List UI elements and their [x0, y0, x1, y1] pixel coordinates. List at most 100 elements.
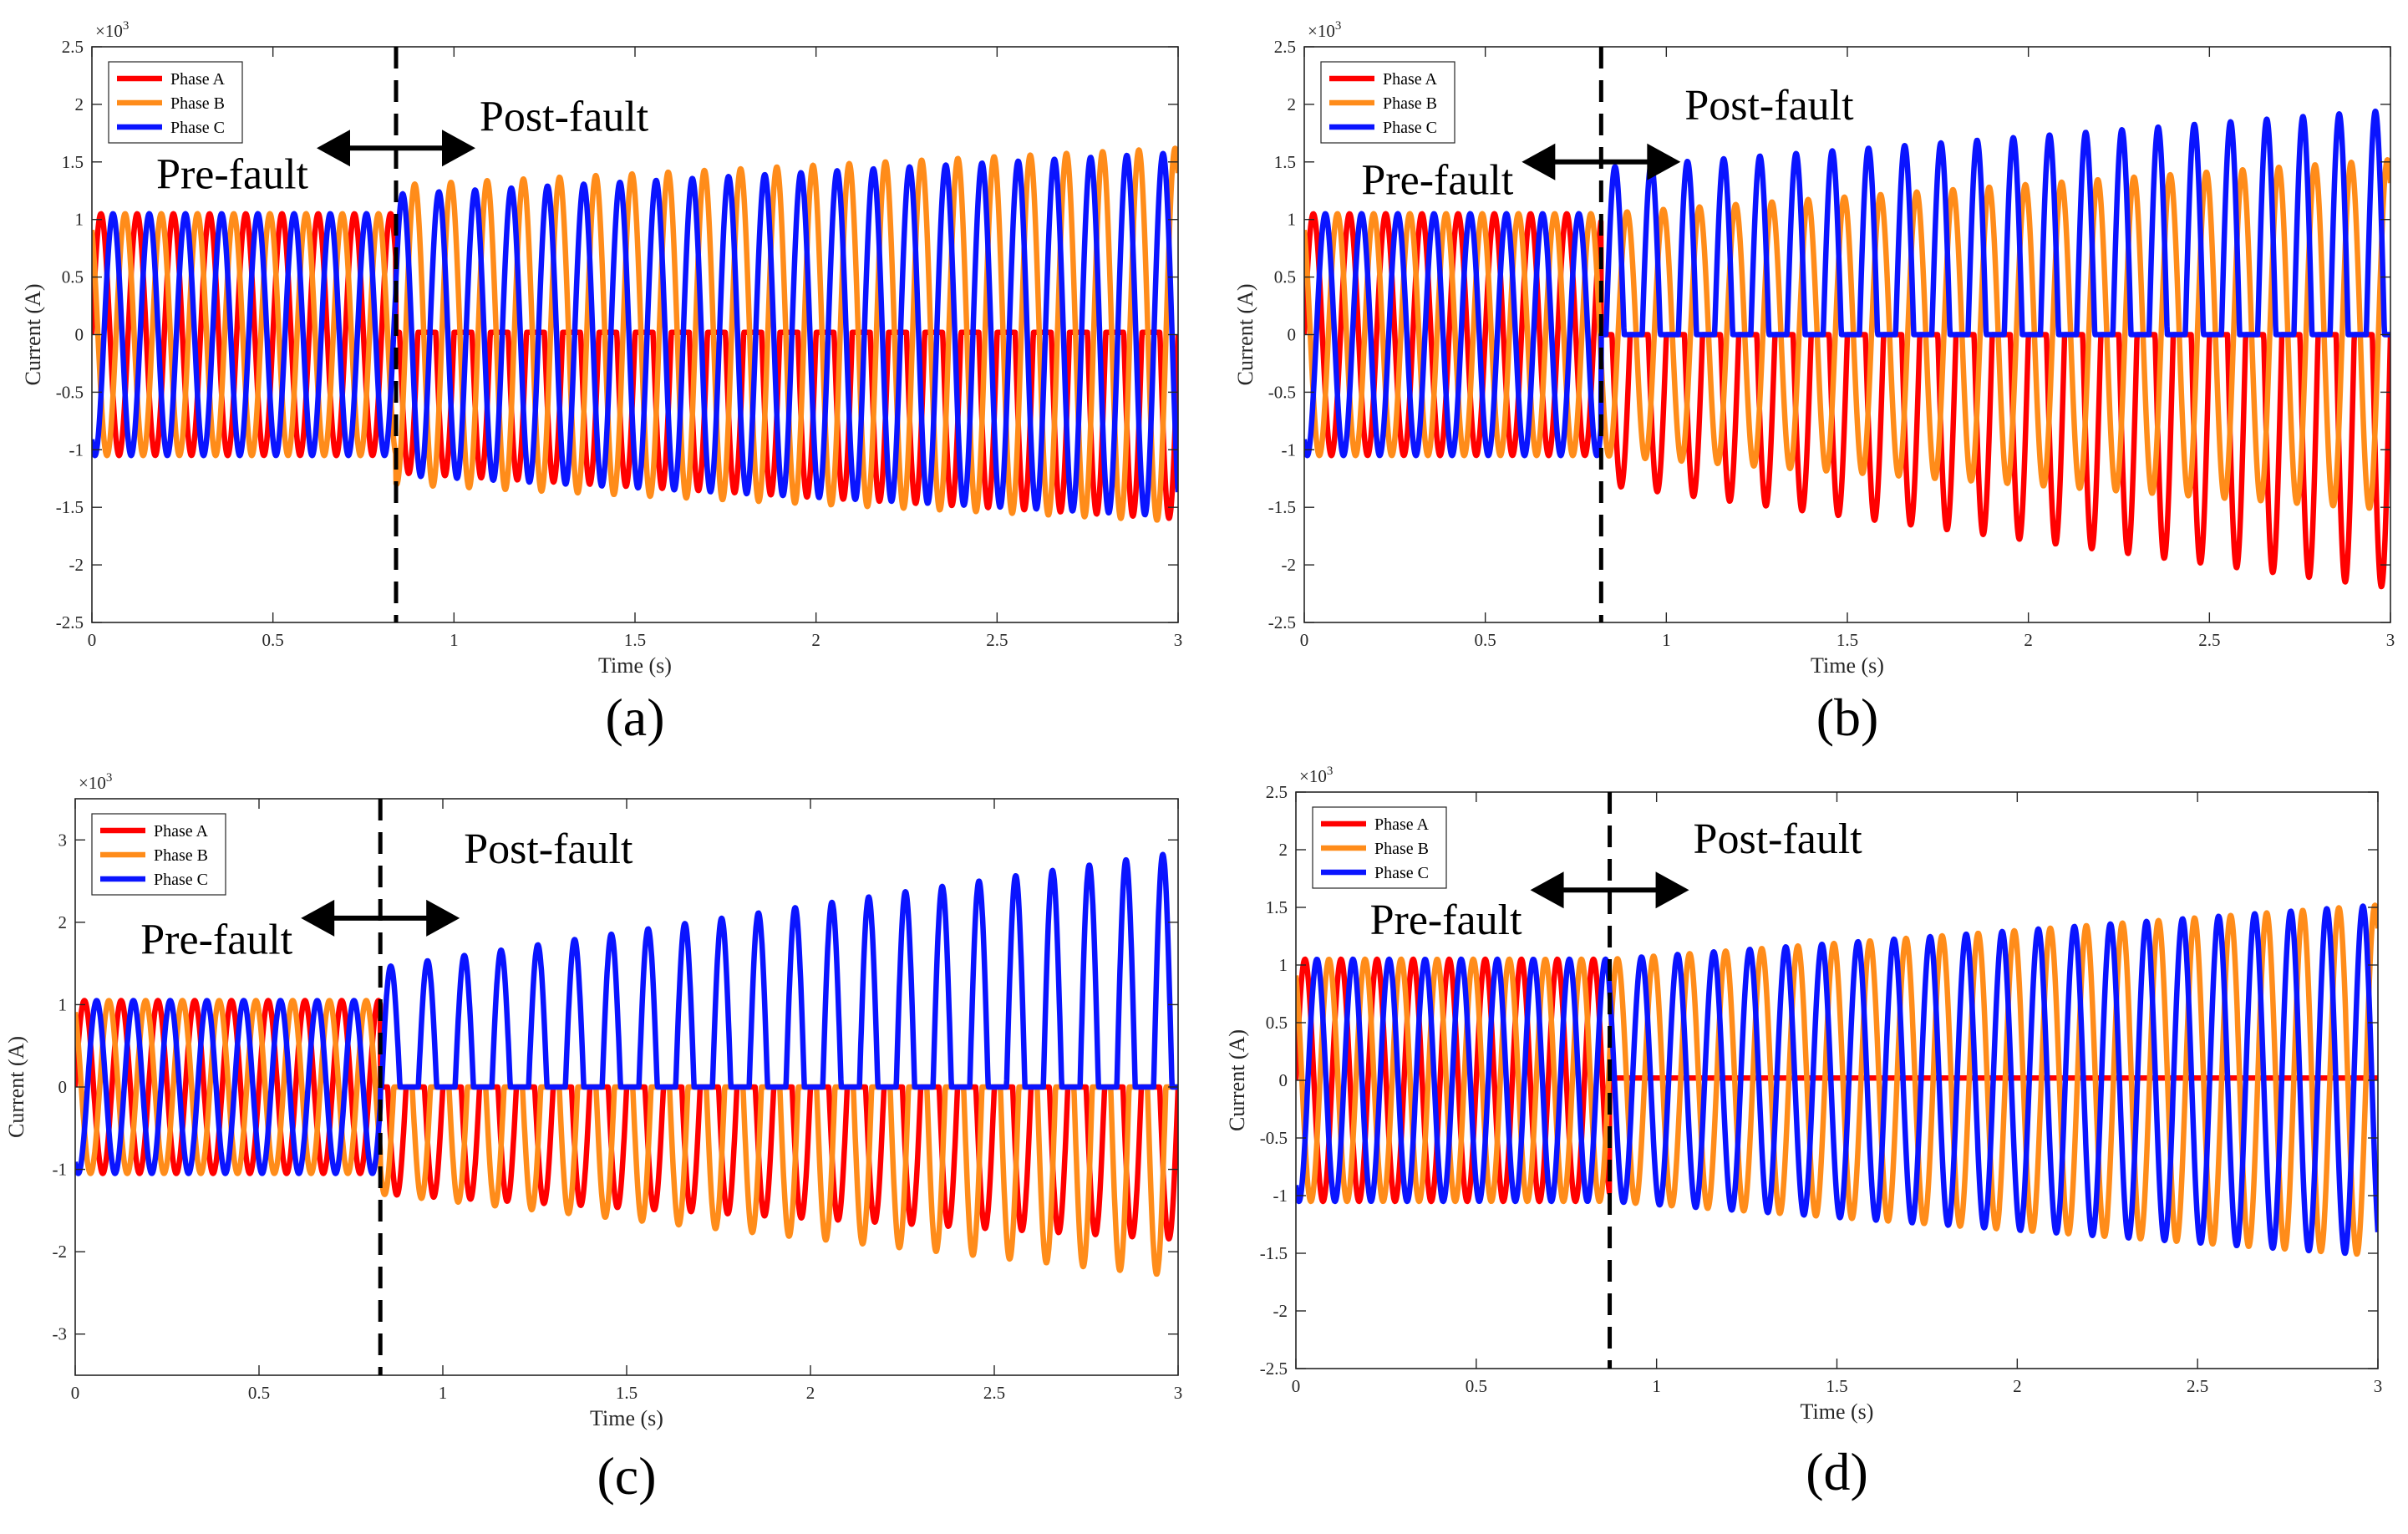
post-fault-label: Post-fault [1684, 82, 1854, 130]
chart-panel-d: 0 0.5 1 1.5 2 2.5 3 -2.5 -2 -1.5 -1 -0.5 0 0.5 1 1.5 2 2.… [1225, 764, 2383, 1501]
y-tick-label: 0 [1288, 325, 1297, 345]
fault-arrow-right-head [1655, 871, 1689, 909]
y-tick-label: 0 [58, 1077, 68, 1097]
plot-area [1304, 108, 2390, 590]
legend-label-phase-b: Phase B [1383, 94, 1437, 113]
pre-fault-label: Pre-fault [1370, 897, 1522, 944]
fault-arrow-right-head [442, 130, 475, 167]
x-tick-label: 3 [1174, 630, 1183, 650]
x-tick-label: 2.5 [983, 1383, 1005, 1403]
y-tick-label: -1.5 [56, 497, 84, 517]
fault-arrow-right-head [426, 899, 460, 937]
x-tick-label: 3 [1174, 1383, 1183, 1403]
y-tick-label: -1 [1273, 1186, 1288, 1206]
y-tick-label: 1.5 [1274, 152, 1296, 172]
y-tick-label: 2 [58, 912, 68, 932]
x-tick-label: 1 [1662, 630, 1671, 650]
y-tick-label: -2 [1273, 1301, 1288, 1321]
y-axis-label: Current (A) [1225, 1029, 1249, 1131]
plot-area [75, 851, 1178, 1277]
x-axis-label: Time (s) [590, 1406, 663, 1430]
fault-arrow-right-head [1647, 143, 1681, 180]
pre-fault-label: Pre-fault [140, 917, 292, 964]
y-tick-label: -1 [1282, 439, 1297, 460]
y-tick-label: 1.5 [62, 152, 84, 172]
fault-arrow-left-head [1522, 143, 1556, 180]
y-tick-label: -2.5 [1268, 612, 1296, 632]
x-tick-label: 2 [2024, 630, 2033, 650]
post-fault-label: Post-fault [464, 825, 633, 873]
pre-fault-label: Pre-fault [1361, 156, 1513, 204]
y-tick-label: -1.5 [1268, 497, 1296, 517]
plot-area [1296, 902, 2378, 1257]
x-tick-label: 1.5 [1836, 630, 1858, 650]
y-tick-label: 0.5 [1266, 1013, 1288, 1033]
x-tick-label: 0 [1292, 1376, 1301, 1396]
y-tick-label: 1 [1279, 955, 1288, 975]
x-axis-label: Time (s) [1811, 653, 1884, 678]
y-tick-label: 1 [58, 994, 68, 1014]
y-tick-label: 2.5 [62, 37, 84, 57]
chart-panel-b: 0 0.5 1 1.5 2 2.5 3 -2.5 -2 -1.5 -1 -0.5 0 0.5 1 1.5 2 2.… [1233, 19, 2395, 747]
x-tick-label: 0 [88, 630, 97, 650]
x-tick-label: 0 [1300, 630, 1309, 650]
series-line-phase-a [1304, 211, 2390, 590]
y-tick-label: 2.5 [1274, 37, 1296, 57]
panel-caption: (a) [605, 688, 664, 747]
y-tick-label: 0 [75, 325, 84, 345]
y-tick-label: 0.5 [1274, 267, 1296, 287]
y-tick-label: -2.5 [56, 612, 84, 632]
x-tick-label: 2.5 [2187, 1376, 2208, 1396]
x-tick-label: 1.5 [624, 630, 646, 650]
x-tick-label: 3 [2386, 630, 2395, 650]
legend-label-phase-c: Phase C [1383, 119, 1437, 137]
x-tick-label: 2 [2013, 1376, 2022, 1396]
series-line-phase-c [75, 851, 1178, 1176]
y-tick-label: -1.5 [1260, 1243, 1288, 1263]
y-scale-factor: ×103 [95, 19, 129, 41]
post-fault-label: Post-fault [480, 94, 649, 141]
y-tick-label: -2.5 [1260, 1359, 1288, 1379]
legend-label-phase-b: Phase B [1374, 840, 1429, 858]
legend-label-phase-b: Phase B [170, 94, 225, 113]
y-scale-factor: ×103 [1299, 764, 1333, 786]
y-tick-label: 3 [58, 830, 68, 850]
legend: Phase A Phase B Phase C [1312, 806, 1447, 889]
y-tick-label: 0 [1279, 1070, 1288, 1090]
y-tick-label: -1 [69, 439, 84, 460]
series-line-phase-c [92, 150, 1178, 518]
series-line-phase-a [92, 211, 1178, 521]
y-tick-label: -3 [53, 1324, 68, 1344]
y-tick-label: 1 [1288, 210, 1297, 230]
y-tick-label: -2 [69, 555, 84, 575]
series-line-phase-c [1296, 903, 2378, 1257]
y-tick-label: -0.5 [1260, 1128, 1288, 1148]
y-tick-label: 2 [1279, 840, 1288, 860]
post-fault-label: Post-fault [1694, 815, 1863, 863]
x-tick-label: 0.5 [1475, 630, 1496, 650]
y-axis-label: Current (A) [4, 1036, 28, 1138]
y-axis-label: Current (A) [21, 283, 45, 385]
panel-caption: (b) [1816, 688, 1879, 747]
x-axis-label: Time (s) [598, 653, 672, 678]
legend: Phase A Phase B Phase C [91, 813, 226, 896]
pre-fault-label: Pre-fault [156, 151, 308, 199]
x-tick-label: 0.5 [248, 1383, 270, 1403]
x-tick-label: 2.5 [2198, 630, 2220, 650]
y-tick-label: 0.5 [62, 267, 84, 287]
panel-caption: (d) [1806, 1442, 1868, 1501]
panel-caption: (c) [597, 1446, 656, 1506]
x-tick-label: 2.5 [986, 630, 1008, 650]
legend-label-phase-c: Phase C [1374, 864, 1429, 882]
legend-label-phase-a: Phase A [154, 822, 209, 841]
y-tick-label: -0.5 [1268, 382, 1296, 402]
series-line-phase-b [92, 145, 1178, 523]
x-tick-label: 3 [2374, 1376, 2383, 1396]
legend-label-phase-a: Phase A [1374, 815, 1430, 834]
series-line-phase-b [1304, 157, 2390, 511]
x-axis-label: Time (s) [1801, 1399, 1874, 1424]
series-line-phase-c [1304, 108, 2390, 459]
legend-label-phase-c: Phase C [154, 871, 208, 889]
y-tick-label: 1.5 [1266, 897, 1288, 917]
chart-panel-a: 0 0.5 1 1.5 2 2.5 3 -2.5 -2 -1.5 -1 -0.5 0 0.5 1 1.5 2 2.… [21, 19, 1183, 747]
